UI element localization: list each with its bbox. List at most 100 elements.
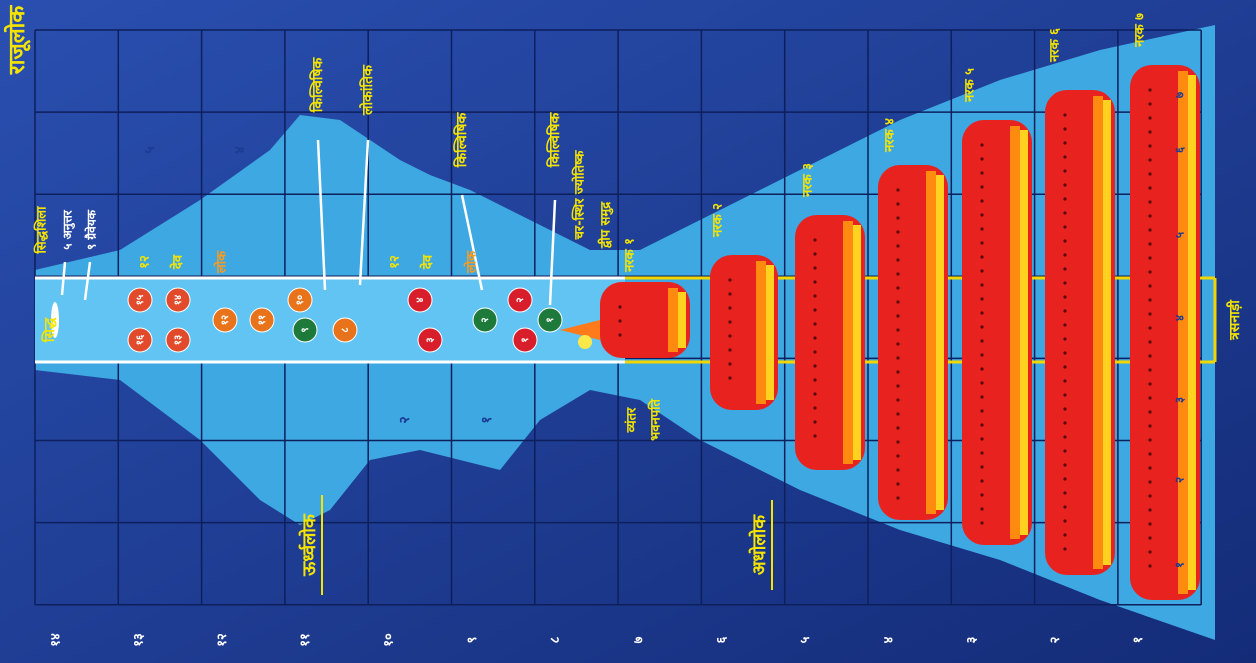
narak-dot (980, 521, 984, 525)
narak-dot (813, 350, 817, 354)
narak-dot (980, 353, 984, 357)
narak-dot (728, 376, 732, 380)
narak-dot (896, 328, 900, 332)
label: देव (170, 254, 186, 270)
narak-dot (813, 322, 817, 326)
narak-dot (1063, 505, 1067, 509)
label: ५ अनुत्तर (61, 209, 76, 250)
narak-dot (896, 188, 900, 192)
rajju-number: ४ (881, 636, 896, 643)
narak-orange (843, 221, 853, 464)
narak-dot (1148, 550, 1152, 554)
narak-orange (756, 261, 766, 404)
narak-dot (980, 199, 984, 203)
narak-label: नरक ३ (801, 163, 816, 198)
sun (578, 335, 592, 349)
narak-dot (728, 292, 732, 296)
rajju-number: ६ (715, 636, 730, 643)
narak-dot (980, 381, 984, 385)
narak-dot (980, 465, 984, 469)
deity-icon (512, 327, 538, 353)
label: द्वीप समुद्र (598, 201, 614, 249)
narak-dot (980, 227, 984, 231)
narak-dot (896, 202, 900, 206)
narak-dot (1148, 368, 1152, 372)
deity-icon (472, 307, 498, 333)
narak-dot (1148, 452, 1152, 456)
narak-dot (1063, 211, 1067, 215)
label: किल्विषिक (309, 56, 326, 113)
narak-dot (728, 278, 732, 282)
title: राजूलोक (3, 5, 31, 76)
label: देव (420, 254, 436, 270)
narak-dot (813, 252, 817, 256)
narak-label: नरक ६ (1048, 28, 1063, 63)
label: किल्विषिक (453, 111, 470, 168)
rajju-number: १४ (48, 633, 63, 647)
narak-dot (1148, 102, 1152, 106)
deity-icon (287, 287, 313, 313)
narak-dot (980, 437, 984, 441)
narak-dot (1148, 158, 1152, 162)
narak-dot (980, 171, 984, 175)
narak-dot (1148, 326, 1152, 330)
narak-dot (896, 468, 900, 472)
deity-icon (165, 327, 191, 353)
narak-dot (728, 334, 732, 338)
deity-number: १ (520, 337, 531, 342)
narak-dot (1148, 424, 1152, 428)
narak-dot (1148, 130, 1152, 134)
narak-label: नरक २ (711, 203, 726, 238)
label: किल्विषिक (546, 111, 563, 168)
label: व्यंतर (624, 407, 640, 433)
deity-number: १५ (135, 295, 146, 305)
cell-number: २ (397, 416, 413, 423)
deity-icon (127, 327, 153, 353)
deity-number: २ (480, 317, 491, 322)
narak-dot (1148, 88, 1152, 92)
region-label: ऊर्ध्वलोक (298, 513, 320, 577)
narak-dot (1063, 519, 1067, 523)
narak-dot (896, 426, 900, 430)
deity-number: २ (515, 297, 526, 302)
deity-number: १ (545, 317, 556, 322)
narak-dot (980, 395, 984, 399)
deity-icon (127, 287, 153, 313)
narak-dot (980, 241, 984, 245)
narak-dot (1063, 183, 1067, 187)
narak-dot (896, 300, 900, 304)
narak-dot (1063, 281, 1067, 285)
narak-dot (813, 238, 817, 242)
deity-number: १० (295, 295, 306, 305)
narak-dot (896, 496, 900, 500)
narak-dot (1063, 141, 1067, 145)
narak-dot (813, 280, 817, 284)
narak-dot (1148, 144, 1152, 148)
narak-orange (1093, 96, 1103, 569)
label: लोक (464, 250, 480, 274)
narak-dot (618, 333, 622, 337)
narak-dot (980, 143, 984, 147)
narak-dot (813, 434, 817, 438)
narak-orange (926, 171, 936, 514)
label: १२ (138, 255, 153, 269)
narak-dot (980, 269, 984, 273)
narak-yellow (853, 225, 861, 460)
narak-label: नरक १ (623, 238, 638, 273)
narak-yellow (1020, 130, 1028, 535)
rajju-number: १ (1131, 637, 1146, 644)
narak-dot (980, 339, 984, 343)
narak-dot (1148, 298, 1152, 302)
label: १२ (388, 255, 403, 269)
narak-dot (1063, 547, 1067, 551)
narak-dot (980, 507, 984, 511)
narak-yellow (678, 292, 686, 348)
narak-dot (896, 454, 900, 458)
narak-dot (1148, 214, 1152, 218)
narak-label: नरक ७ (1133, 13, 1148, 48)
narak-dot (1063, 239, 1067, 243)
narak-dot (728, 348, 732, 352)
arrows (60, 139, 557, 306)
